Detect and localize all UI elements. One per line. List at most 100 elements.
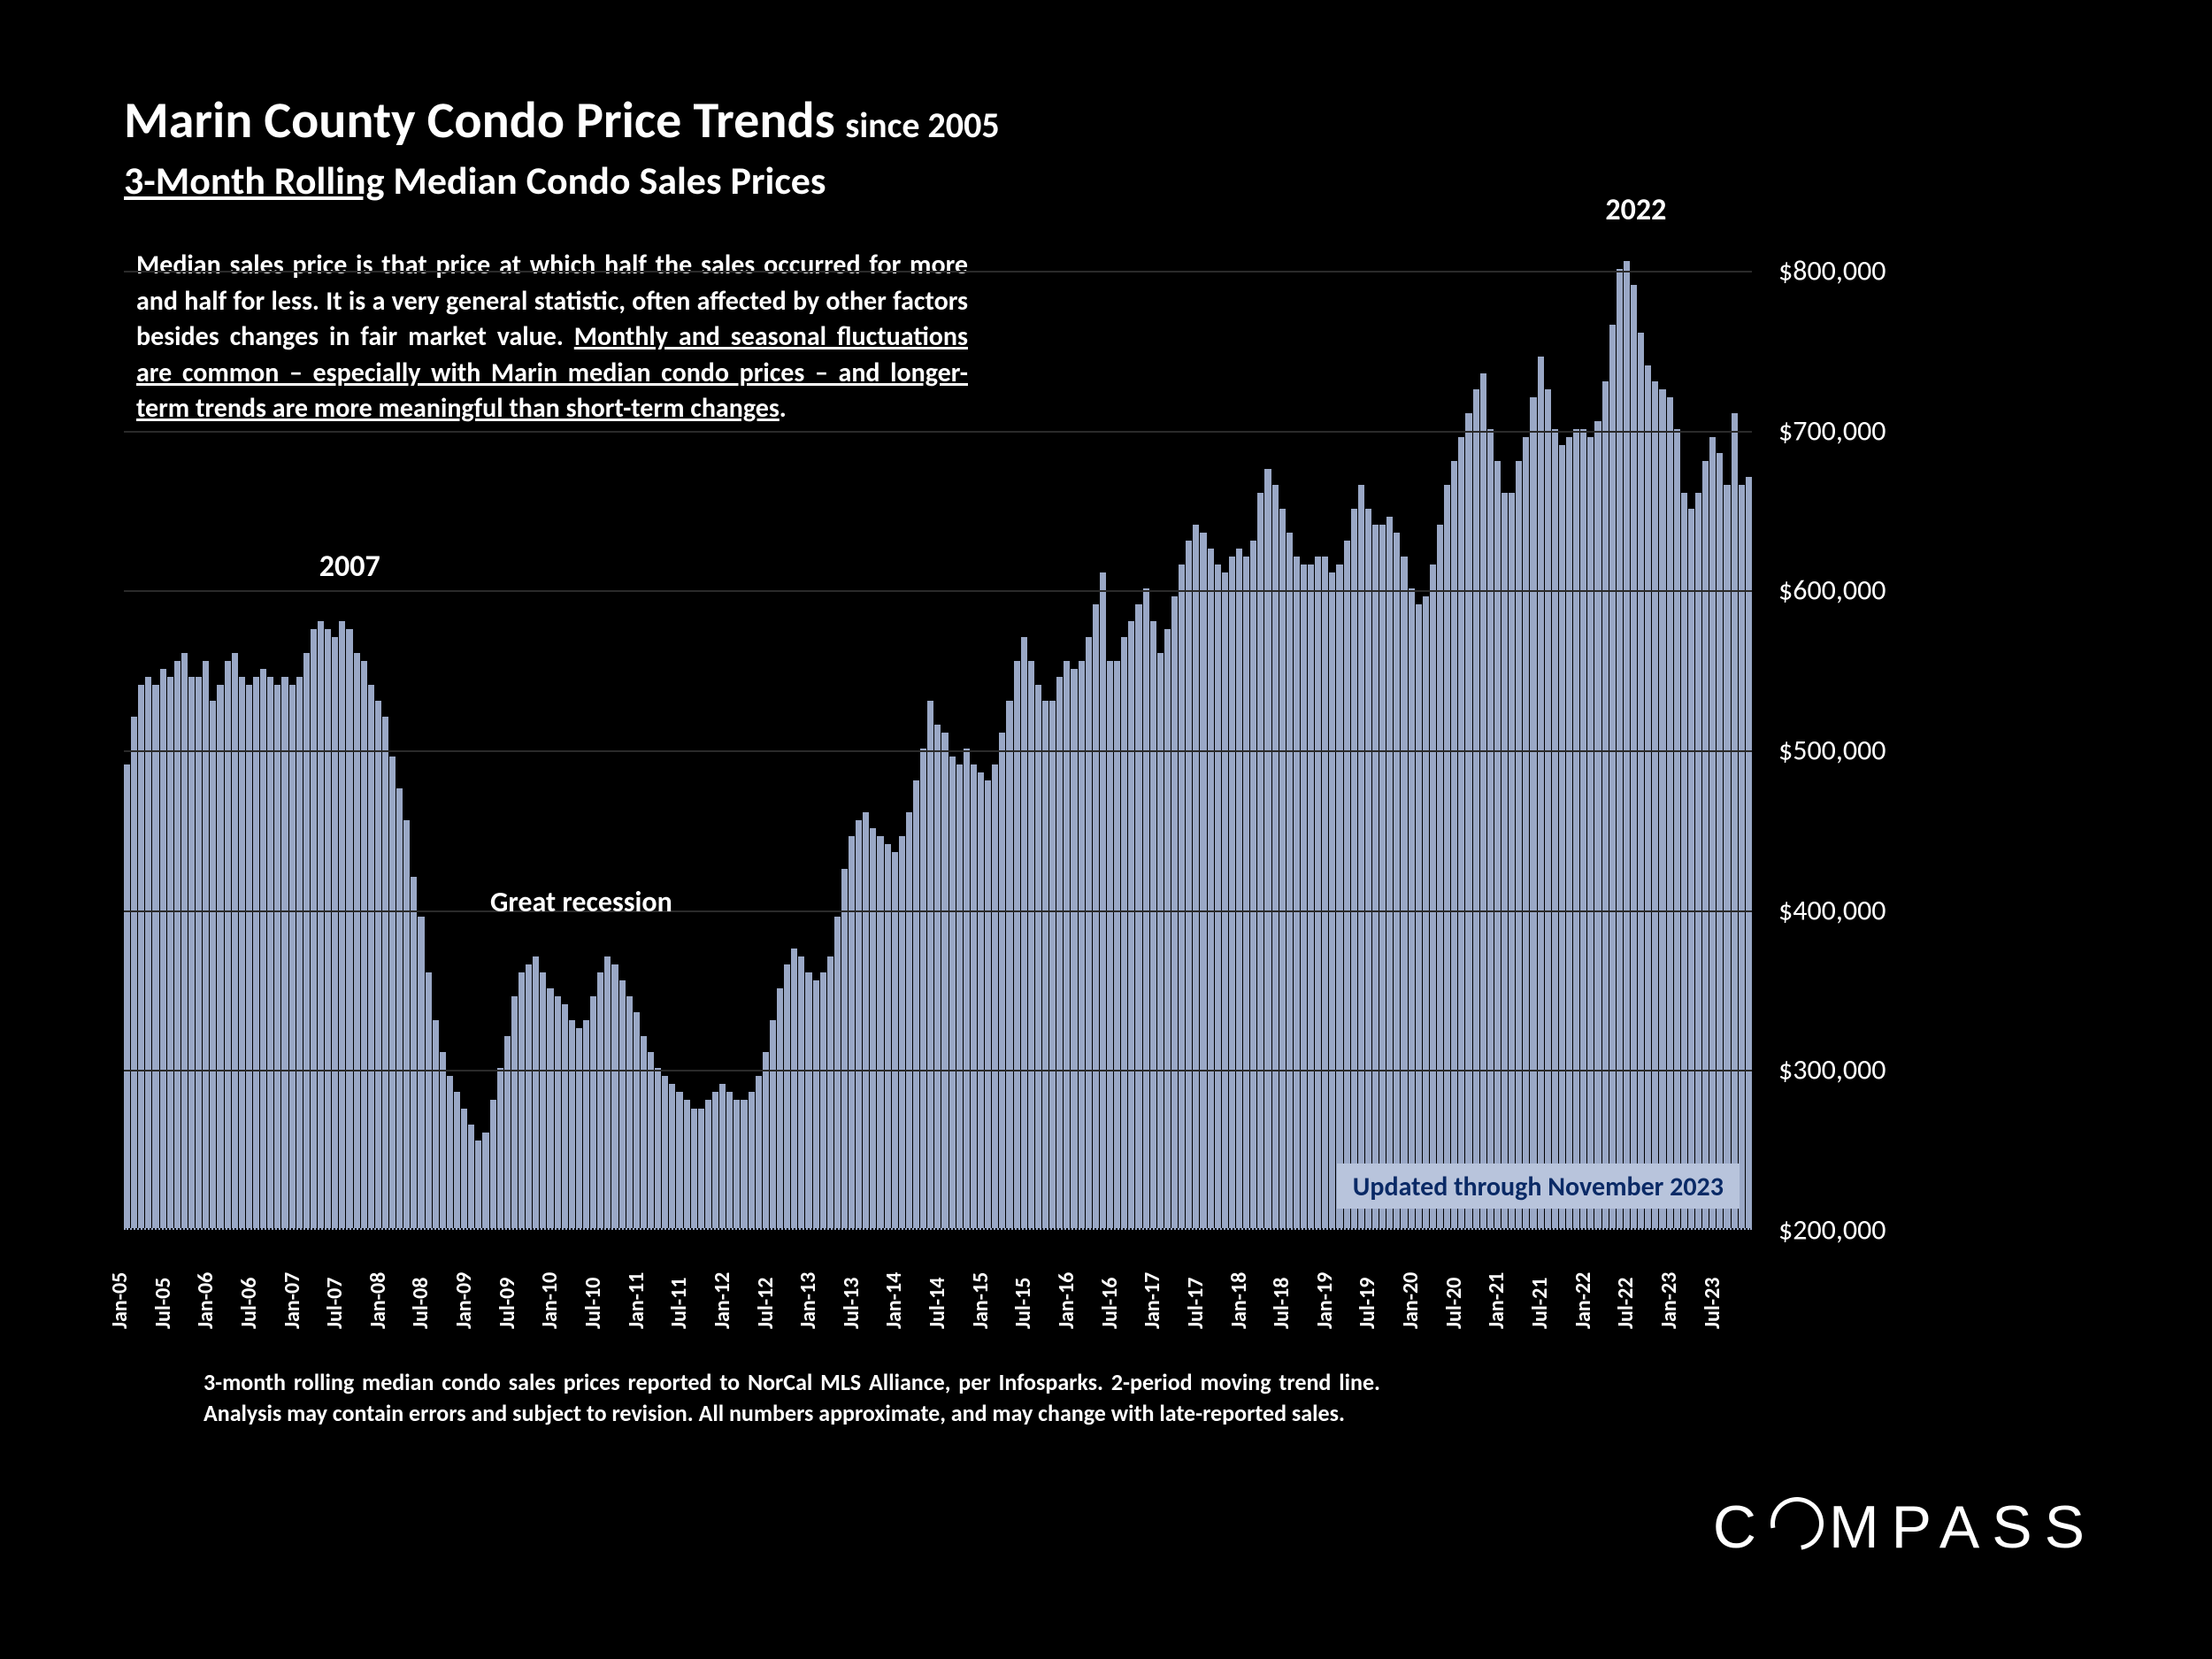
bar (389, 757, 396, 1228)
bar (1064, 661, 1070, 1228)
gridline (124, 750, 1752, 752)
bar (325, 629, 331, 1228)
bar (611, 964, 618, 1228)
bar (1021, 637, 1027, 1228)
bar (1430, 565, 1436, 1228)
bar (145, 677, 151, 1228)
bar (1135, 604, 1141, 1228)
chart-title: Marin County Condo Price Trends (124, 88, 835, 151)
x-axis-tick-label: Jul-13 (839, 1278, 864, 1329)
bar (1573, 429, 1579, 1228)
bar (461, 1109, 467, 1228)
x-axis-tick-label: Jan-17 (1140, 1272, 1165, 1329)
x-axis-tick-label: Jul-14 (925, 1278, 950, 1329)
bar (1423, 596, 1429, 1228)
x-axis-tick-label: Jan-16 (1054, 1272, 1079, 1329)
bar (468, 1125, 474, 1228)
gridline (124, 271, 1752, 273)
bar (1365, 509, 1371, 1228)
bar (1164, 629, 1171, 1228)
x-axis-tick-label: Jan-22 (1571, 1272, 1596, 1329)
bar (1286, 533, 1293, 1228)
x-axis-tick-label: Jan-15 (968, 1272, 994, 1329)
bar (1652, 381, 1658, 1228)
bar (1594, 421, 1601, 1228)
bar (841, 869, 848, 1228)
bar (569, 1020, 575, 1228)
bar (1150, 621, 1156, 1228)
bar (1659, 389, 1665, 1228)
bar (1624, 261, 1630, 1228)
bar (475, 1141, 481, 1228)
x-axis-tick-label: Jan-13 (795, 1272, 821, 1329)
bar (920, 749, 926, 1228)
bar (985, 780, 991, 1228)
bar (870, 828, 876, 1228)
bar (303, 653, 310, 1228)
x-axis-tick-label: Jul-09 (495, 1278, 520, 1329)
bar (1301, 565, 1307, 1228)
bar (382, 717, 388, 1228)
bar (296, 677, 303, 1228)
title-block: Marin County Condo Price Trends since 20… (124, 88, 1000, 204)
x-axis-tick-label: Jul-11 (666, 1278, 692, 1329)
bar (167, 677, 173, 1228)
bar (547, 988, 553, 1228)
bar (927, 701, 933, 1228)
bar (526, 964, 532, 1228)
bar (368, 685, 374, 1228)
bar (1042, 701, 1048, 1228)
bar (934, 725, 941, 1228)
bar (433, 1020, 439, 1228)
bar (1358, 485, 1364, 1228)
bar (152, 685, 158, 1228)
bar (949, 757, 956, 1228)
bar (203, 661, 209, 1228)
bar (1681, 493, 1687, 1228)
bar (1458, 437, 1464, 1228)
bar (289, 685, 296, 1228)
bar (253, 677, 259, 1228)
bar (863, 812, 869, 1228)
bar (411, 877, 417, 1228)
bar (834, 917, 841, 1228)
bar (978, 772, 984, 1228)
x-axis-tick-label: Jul-23 (1700, 1278, 1725, 1329)
x-axis-tick-label: Jul-20 (1441, 1278, 1467, 1329)
bar (956, 764, 963, 1228)
bar (1264, 469, 1271, 1228)
bar (1739, 485, 1745, 1228)
bar (1279, 509, 1286, 1228)
x-axis-tick-label: Jan-08 (365, 1272, 391, 1329)
bar (1609, 325, 1616, 1228)
bar (691, 1109, 697, 1228)
bar (1035, 685, 1041, 1228)
bar (669, 1084, 675, 1228)
bar (698, 1109, 704, 1228)
bar (1215, 565, 1221, 1228)
x-axis-tick-label: Jan-20 (1398, 1272, 1424, 1329)
bar (1465, 413, 1471, 1228)
x-axis-tick-label: Jul-15 (1010, 1278, 1036, 1329)
bar (648, 1052, 654, 1228)
bar (246, 685, 252, 1228)
bar (196, 677, 202, 1228)
bar (1243, 557, 1249, 1228)
bar (999, 733, 1005, 1228)
bar (705, 1100, 711, 1228)
bar (1724, 485, 1730, 1228)
bar (1006, 701, 1012, 1228)
bar (1250, 541, 1256, 1228)
bar (1416, 604, 1422, 1228)
x-axis-tick-label: Jul-07 (322, 1278, 348, 1329)
x-axis-tick-label: Jan-09 (451, 1272, 477, 1329)
bar (1746, 477, 1752, 1228)
bar (1702, 461, 1709, 1228)
bar (1336, 565, 1342, 1228)
bar (339, 621, 345, 1228)
bar (1538, 357, 1544, 1228)
bar (1114, 661, 1120, 1228)
bar (1056, 677, 1063, 1228)
bar (684, 1100, 690, 1228)
bar (749, 1092, 755, 1228)
